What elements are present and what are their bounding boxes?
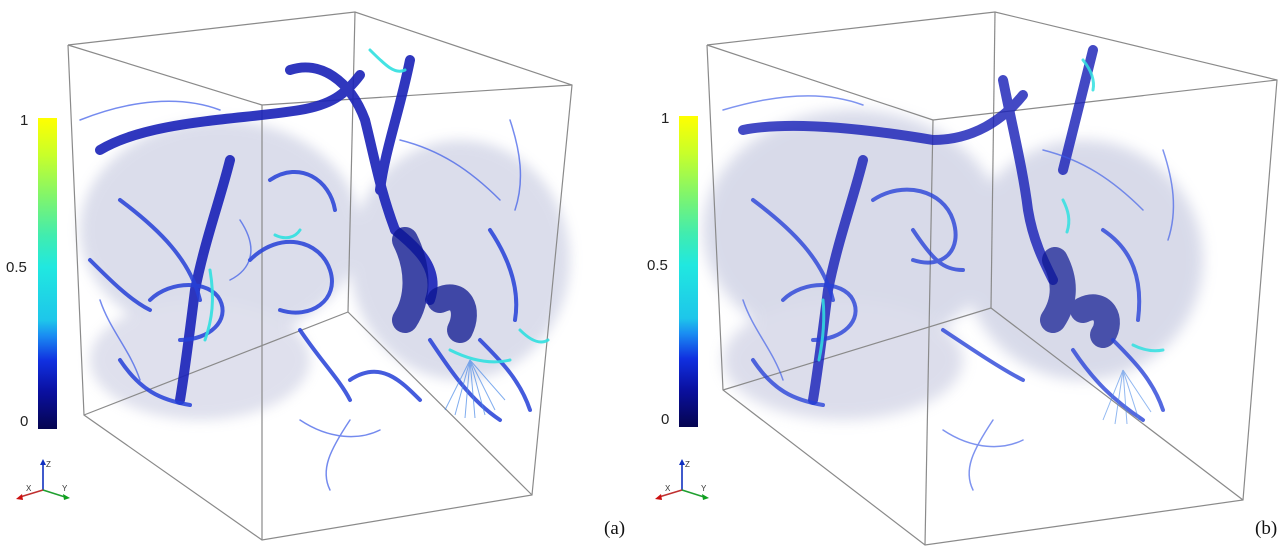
colorbar-max-label: 1 — [20, 112, 29, 129]
bounding-box — [706, 11, 1278, 546]
vessel-network — [722, 45, 1175, 491]
panel-a: 1 0.5 0 Z X Y (a) — [0, 0, 643, 547]
colorbar-gradient — [679, 116, 698, 427]
colorbar-min-label: 0 — [20, 413, 29, 430]
panel-label-a: (a) — [604, 518, 626, 539]
axis-z-label: Z — [46, 460, 51, 469]
colorbar-max-label: 1 — [661, 110, 670, 127]
axis-y-label: Y — [701, 484, 707, 493]
axis-x-label: X — [665, 484, 671, 493]
axis-z-label: Z — [685, 460, 690, 469]
colorbar-gradient — [38, 118, 57, 429]
axis-y-label: Y — [62, 484, 68, 493]
axis-x-label: X — [26, 484, 32, 493]
fan-structure — [444, 359, 506, 419]
haze — [80, 120, 570, 420]
fan-structure — [1102, 369, 1152, 425]
panel-b: 1 0.5 0 Z X Y (b) — [643, 0, 1287, 547]
colorbar-mid-label: 0.5 — [647, 257, 668, 274]
panel-label-b: (b) — [1255, 518, 1278, 539]
bounding-box — [67, 11, 573, 541]
vessel-network — [79, 48, 550, 491]
volume-render-a — [67, 11, 573, 541]
colorbar-mid-label: 0.5 — [6, 259, 27, 276]
volume-render-b — [703, 11, 1278, 546]
colorbar-min-label: 0 — [661, 411, 670, 428]
